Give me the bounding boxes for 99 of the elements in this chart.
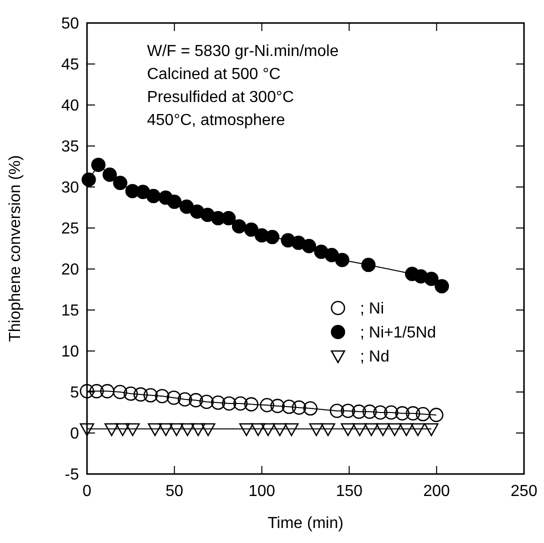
point <box>167 194 182 209</box>
point <box>169 423 184 436</box>
point <box>116 423 130 436</box>
point <box>232 219 246 234</box>
point <box>210 396 226 410</box>
y-tick-label: 20 <box>61 262 80 278</box>
point <box>82 172 96 187</box>
point <box>429 408 444 422</box>
point <box>143 388 158 402</box>
annotation: Presulfided at 300°C <box>147 89 294 106</box>
point <box>361 258 376 272</box>
point <box>330 404 344 418</box>
legend-label: ; Nd <box>360 348 390 366</box>
point <box>222 396 236 411</box>
point <box>100 384 114 398</box>
point <box>166 390 182 405</box>
point <box>80 423 94 436</box>
x-tick-label: 50 <box>166 483 184 500</box>
point <box>384 405 398 420</box>
point <box>178 392 192 407</box>
point <box>292 400 306 415</box>
point <box>303 401 318 416</box>
x-tick-label: 250 <box>510 483 538 500</box>
point <box>158 423 173 436</box>
point <box>395 406 410 420</box>
point <box>200 423 216 436</box>
point <box>309 423 324 436</box>
point <box>320 423 336 436</box>
x-tick-label: 150 <box>336 483 363 500</box>
point <box>250 423 266 436</box>
legend-label: ; Ni <box>360 300 384 318</box>
point <box>102 168 117 182</box>
point <box>113 176 128 190</box>
point <box>376 423 390 436</box>
point <box>124 386 138 401</box>
point <box>155 388 170 404</box>
point <box>352 423 367 436</box>
legend-label: ; Ni+1/5Nd <box>360 324 436 342</box>
point <box>373 405 388 420</box>
point <box>112 384 128 400</box>
y-tick-label: 10 <box>61 344 80 360</box>
y-tick-label: 40 <box>61 98 80 114</box>
point <box>146 188 161 204</box>
x-tick-label: 100 <box>248 483 276 500</box>
point <box>265 230 280 244</box>
point <box>302 238 316 254</box>
point <box>91 158 106 172</box>
point <box>191 423 206 436</box>
point <box>284 423 299 436</box>
point <box>424 423 439 436</box>
point <box>335 252 350 268</box>
point <box>221 211 236 226</box>
point <box>239 423 254 436</box>
point <box>244 222 258 237</box>
point <box>89 384 104 398</box>
point <box>104 423 119 436</box>
point <box>282 400 296 414</box>
x-tick-label: 0 <box>82 483 92 500</box>
y-tick-label: 15 <box>61 302 80 320</box>
point <box>364 423 379 436</box>
annotation: Calcined at 500 °C <box>147 66 281 83</box>
point <box>388 423 402 436</box>
point <box>340 423 356 436</box>
y-tick-label: 25 <box>61 220 80 238</box>
point <box>125 423 140 436</box>
point <box>362 404 377 419</box>
point <box>199 394 214 409</box>
point <box>272 423 287 436</box>
point <box>134 387 148 402</box>
y-tick-label: 45 <box>61 56 80 74</box>
point <box>399 423 414 436</box>
annotation: 450°C, atmosphere <box>147 112 286 129</box>
point <box>424 272 439 286</box>
x-tick-label: 200 <box>423 483 450 500</box>
point <box>270 398 285 414</box>
y-tick-label: -5 <box>64 466 80 484</box>
y-tick-label: 30 <box>61 180 80 196</box>
point <box>148 423 162 436</box>
point <box>180 423 195 436</box>
point <box>416 406 430 422</box>
point <box>340 404 356 418</box>
point <box>179 200 194 214</box>
y-tick-label: 35 <box>61 138 80 156</box>
point <box>260 423 276 436</box>
point <box>406 406 420 420</box>
y-tick-label: 5 <box>70 384 80 402</box>
annotation: W/F = 5830 gr-Ni.min/mole <box>147 43 339 60</box>
y-axis-title: Thiophene conversion (%) <box>7 155 24 342</box>
x-axis-title: Time (min) <box>268 515 344 532</box>
point <box>434 279 449 294</box>
point <box>260 398 274 412</box>
y-tick-label: 0 <box>70 426 80 442</box>
point <box>324 248 339 262</box>
point <box>244 397 258 412</box>
y-tick-label: 50 <box>61 16 80 32</box>
point <box>352 404 366 419</box>
point <box>188 393 204 408</box>
point <box>233 396 248 411</box>
point <box>410 423 426 436</box>
